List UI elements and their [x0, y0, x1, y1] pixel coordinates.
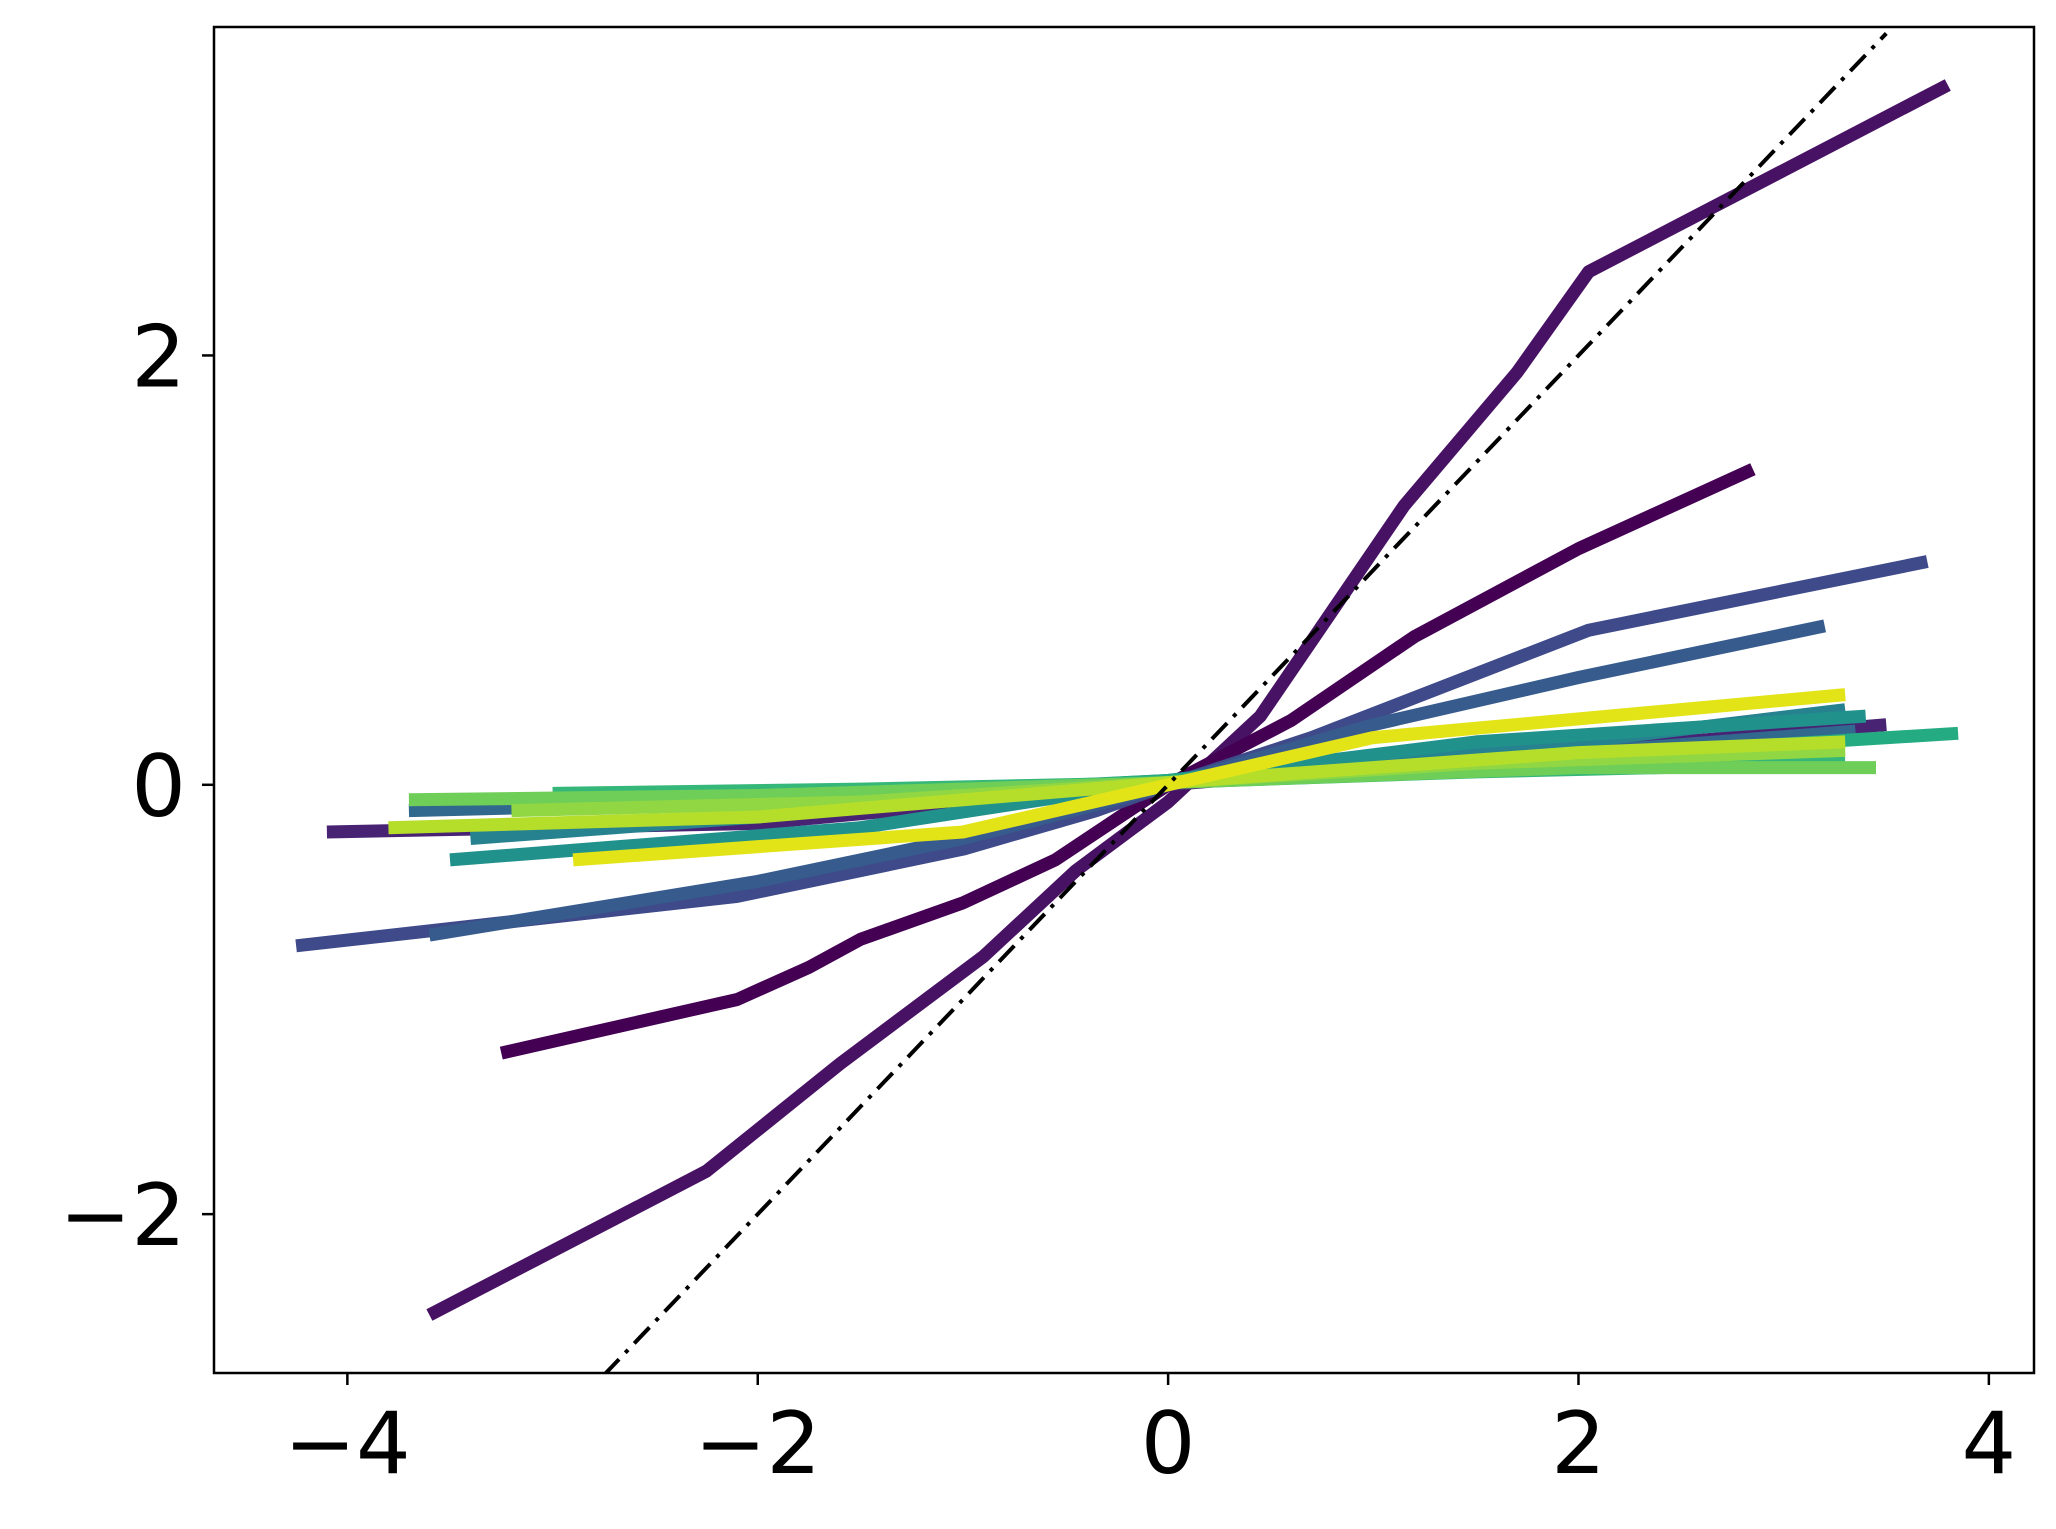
y-tick-label-2: 0: [131, 737, 186, 837]
reference-layer: [603, 32, 1888, 1373]
x-tick-label-1: −4: [284, 1394, 411, 1494]
series-line-14: [572, 688, 1846, 867]
x-tick-label-2: −2: [694, 1394, 821, 1494]
series-layer: [295, 79, 1959, 1321]
reference-line: [603, 32, 1888, 1373]
y-tick-label-3: 2: [131, 307, 186, 407]
plot-frame: [212, 25, 2036, 1375]
y-tick-label-1: −2: [59, 1166, 186, 1266]
x-tick-label-5: 4: [1961, 1394, 2016, 1494]
series-line-1: [426, 79, 1951, 1321]
y-axis: −2 0 2: [59, 307, 214, 1266]
x-tick-label-4: 2: [1551, 1394, 1606, 1494]
x-tick-label-3: 0: [1141, 1394, 1196, 1494]
x-axis: −4 −2 0 2 4: [284, 1373, 2016, 1494]
series-line-2: [499, 463, 1756, 1060]
